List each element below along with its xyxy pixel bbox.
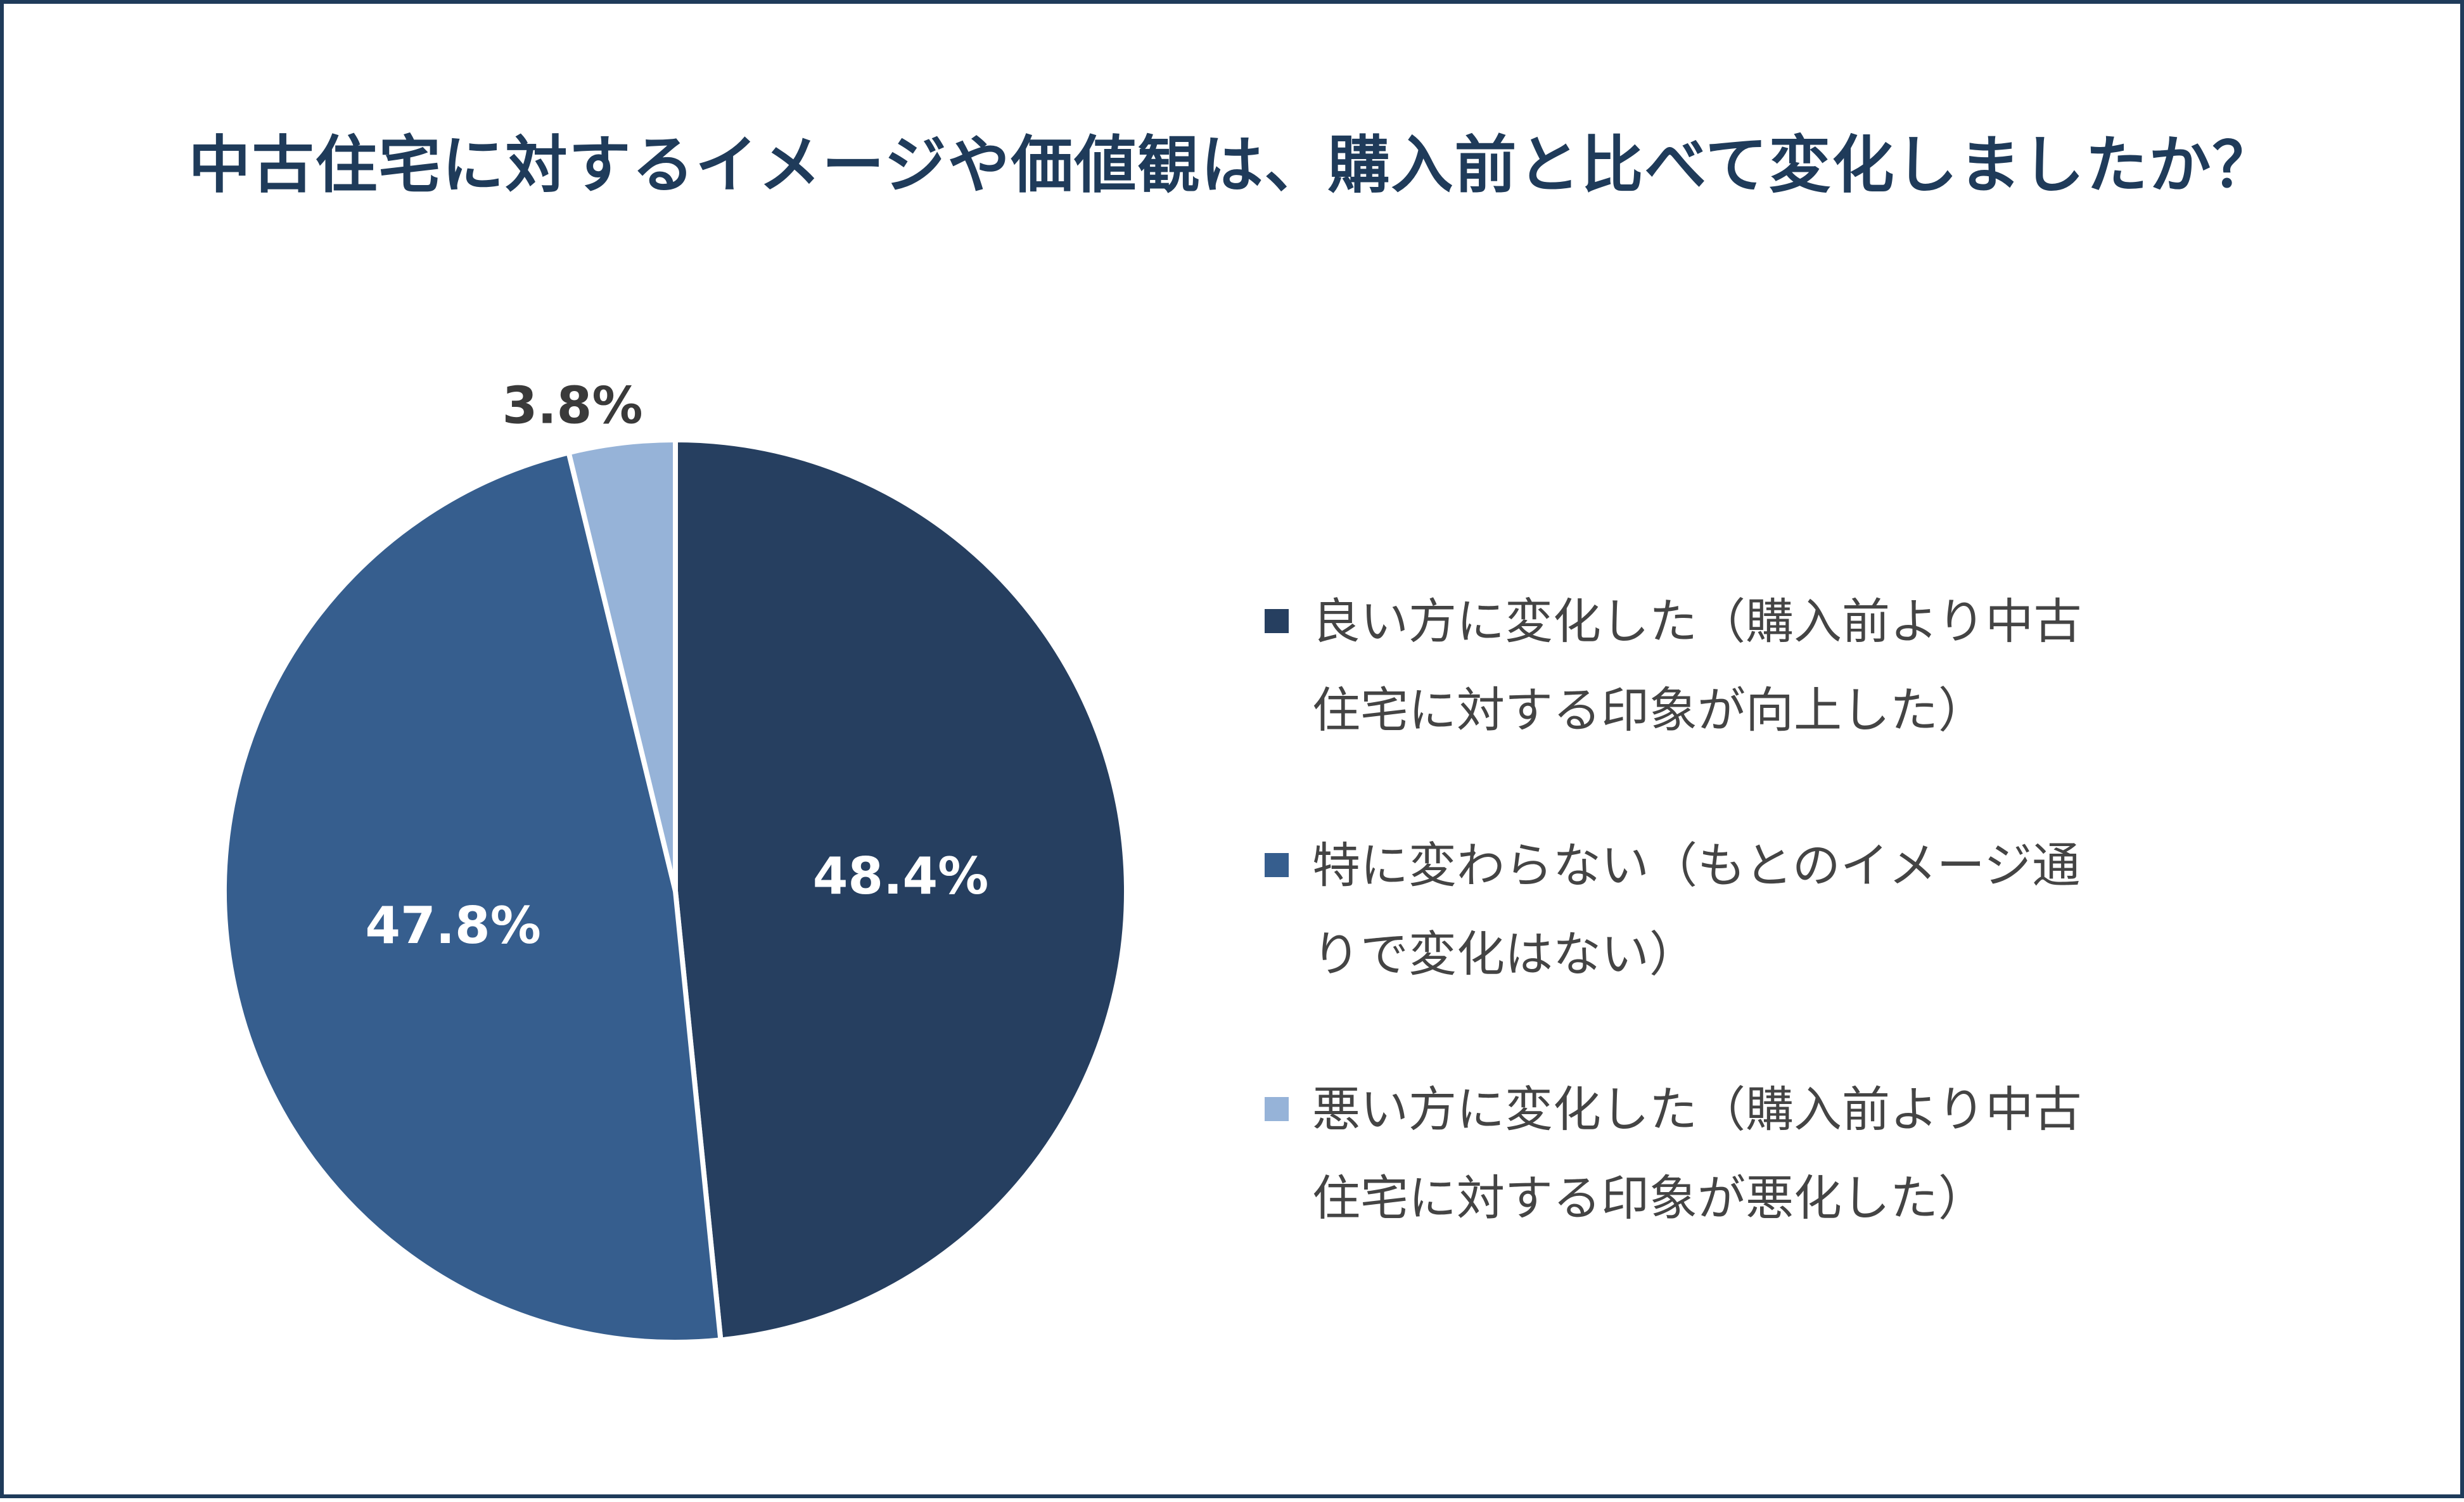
legend-item-better: 良い方に変化した（購入前より中古 住宅に対する印象が向上した） bbox=[1265, 577, 2266, 755]
legend-swatch-better bbox=[1265, 609, 1289, 633]
data-label-same: 47.8% bbox=[365, 896, 541, 955]
legend-label-line2: 住宅に対する印象が向上した） bbox=[1312, 682, 1986, 738]
legend-label-line1: 悪い方に変化した（購入前より中古 bbox=[1312, 1081, 2082, 1138]
legend-label-line2: りで変化はない） bbox=[1312, 926, 1697, 982]
legend-item-worse: 悪い方に変化した（購入前より中古 住宅に対する印象が悪化した） bbox=[1265, 1065, 2266, 1243]
pie-slice-worse bbox=[566, 437, 678, 894]
pie-chart: 48.4% 47.8% 3.8% bbox=[221, 376, 1130, 1345]
data-label-better: 48.4% bbox=[813, 847, 989, 906]
pie-slice-same bbox=[221, 450, 724, 1345]
data-label-worse: 3.8% bbox=[502, 376, 643, 435]
legend-label-line1: 特に変わらない（もとのイメージ通 bbox=[1312, 837, 2081, 894]
legend-label-line2: 住宅に対する印象が悪化した） bbox=[1312, 1170, 1986, 1226]
legend-swatch-worse bbox=[1265, 1097, 1289, 1121]
pie-slice-better bbox=[673, 437, 1130, 1343]
legend-swatch-same bbox=[1265, 853, 1289, 877]
legend-item-same: 特に変わらない（もとのイメージ通 りで変化はない） bbox=[1265, 821, 2266, 999]
legend: 良い方に変化した（購入前より中古 住宅に対する印象が向上した） 特に変わらない（… bbox=[1265, 577, 2266, 1309]
chart-title: 中古住宅に対するイメージや価値観は、購入前と比べて変化しましたか？ bbox=[188, 129, 2276, 202]
legend-label-line1: 良い方に変化した（購入前より中古 bbox=[1312, 593, 2082, 650]
